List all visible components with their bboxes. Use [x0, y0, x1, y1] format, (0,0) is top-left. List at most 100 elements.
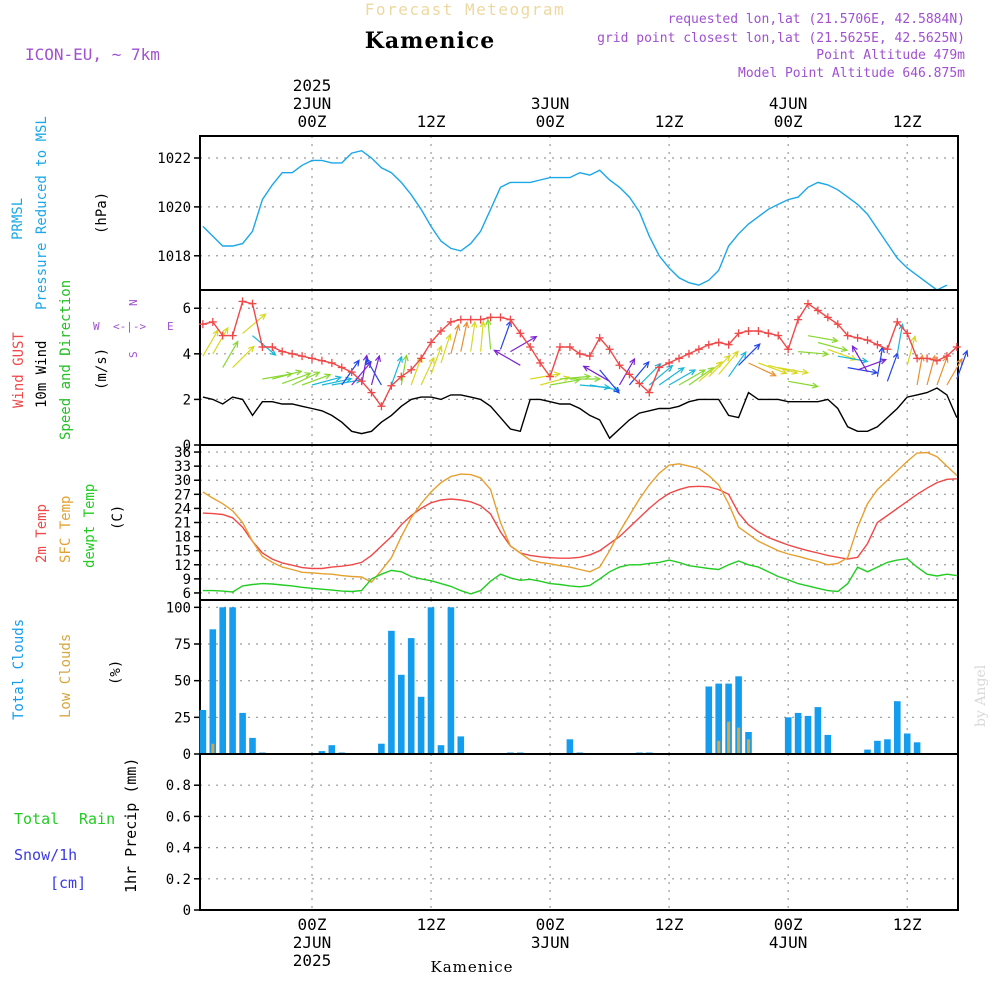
wind-dir-arrow: [351, 361, 372, 386]
wind-dir-arrowhead: [248, 345, 255, 353]
bottom-time-label: 2025: [293, 951, 332, 970]
wind-dir-arrow: [798, 351, 829, 355]
requested-coords: requested lon,lat (21.5706E, 42.5884N): [668, 12, 965, 27]
low-cloud-bar: [727, 721, 731, 754]
total-cloud-bar: [229, 607, 236, 754]
total-cloud-bar: [199, 710, 207, 754]
total-cloud-bar: [784, 717, 792, 754]
snow-legend: Snow/1h: [14, 846, 77, 864]
wind-dir-arrowhead: [445, 333, 452, 341]
wind-dir-arrow: [331, 379, 362, 386]
total-cloud-bar: [447, 607, 455, 754]
wind-dir-arrowhead: [553, 371, 562, 378]
wind-dir-arrowhead: [666, 364, 674, 372]
wind-dir-arrow: [242, 313, 266, 334]
y-tick-label: 0.4: [166, 841, 191, 857]
wind-dir-arrow: [321, 378, 352, 386]
total-cloud-bar: [388, 630, 395, 754]
total-cloud-bar: [378, 743, 385, 754]
top-time-label: 00Z: [298, 112, 327, 131]
rain-legend-rain: Rain: [79, 810, 115, 828]
wind-dir-arrow: [886, 352, 899, 382]
wind-dir-arrow: [480, 321, 484, 352]
wind-dir-arrow: [906, 336, 916, 366]
total-cloud-bar: [884, 739, 891, 754]
location-title: Kamenice: [365, 28, 495, 54]
wind-dir-arrowhead: [851, 345, 858, 353]
compass-w: W: [93, 320, 100, 333]
wind-dir-arrow: [807, 335, 838, 342]
wind-dir-arrow: [430, 345, 442, 375]
bottom-time-label: 4JUN: [769, 933, 808, 952]
product-title: Forecast Meteogram: [365, 0, 565, 19]
wind-dir-arrow: [956, 350, 968, 380]
panel-frame: [199, 599, 959, 755]
top-time-label: 2025: [293, 76, 332, 95]
y-tick-label: 0.6: [166, 809, 191, 825]
wind-dir-arrow: [212, 327, 229, 355]
compass-e: E: [167, 320, 174, 333]
wind-dir-arrowhead: [594, 375, 602, 383]
wind-dir-arrow: [390, 356, 403, 386]
y-tick-label: 0: [183, 747, 191, 763]
wind-dir-arrowhead: [780, 368, 788, 375]
wind-dir-arrow: [460, 322, 468, 352]
low-clouds-legend: Low Clouds: [58, 634, 74, 718]
y-tick-label: 2: [183, 392, 191, 408]
wind-dir-arrowhead: [769, 370, 777, 377]
wind-dir-arrow: [936, 356, 948, 386]
pressure-title-line2: Pressure Reduced to MSL: [34, 116, 50, 310]
y-tick-label: 12: [174, 558, 191, 574]
wind-dir-arrowhead: [629, 357, 636, 366]
wind-dir-arrow: [708, 355, 731, 378]
wind-dir-arrowhead: [879, 358, 888, 365]
top-time-label: 00Z: [536, 112, 565, 131]
low-cloud-bar: [717, 740, 721, 754]
footer-location: Kamenice: [431, 958, 514, 976]
total-cloud-bar: [824, 734, 832, 754]
wind-dir-arrow: [272, 370, 302, 380]
total-cloud-bar: [794, 712, 802, 754]
total-cloud-bar: [814, 707, 822, 754]
gust-legend: Wind GUST: [11, 332, 27, 408]
bottom-time-label: 00Z: [536, 915, 565, 934]
wind-dir-arrow: [688, 367, 714, 386]
wind-dir-arrow: [678, 369, 706, 386]
watermark: by Angel: [973, 664, 989, 727]
total-cloud-bar: [427, 607, 435, 754]
y-tick-label: 6: [183, 586, 191, 602]
total-cloud-bar: [407, 638, 415, 754]
wind-dir-arrow: [589, 384, 620, 391]
sfc-temp-line: [202, 451, 958, 584]
wind-dir-arrow: [450, 324, 460, 355]
wind-dir-arrowhead: [677, 366, 685, 374]
wind-legend: 10m Wind: [34, 341, 50, 408]
wind-dir-arrow: [494, 349, 521, 366]
wind-dir-arrow: [232, 345, 255, 369]
cloud-unit: (%): [108, 660, 124, 685]
wind-dir-arrow: [202, 329, 219, 357]
panel-frame: [199, 135, 959, 291]
total-cloud-bar: [318, 751, 326, 754]
y-tick-label: 36: [174, 445, 191, 461]
compass-arrows: <-|->: [113, 320, 146, 333]
pressure-unit: (hPa): [94, 192, 110, 234]
wind-dir-arrowhead: [304, 372, 312, 379]
wind-dir-arrowhead: [724, 354, 731, 362]
rain-legend-total: Total: [14, 810, 59, 828]
wind-dir-arrowhead: [861, 357, 869, 364]
wind-dir-arrow: [718, 351, 739, 375]
y-tick-label: 21: [174, 516, 191, 532]
wind-dir-arrow: [281, 372, 311, 385]
precip-unit: 1hr Precip (mm): [122, 758, 140, 893]
wind-dir-arrowhead: [402, 354, 409, 362]
y-tick-label: 27: [174, 487, 191, 503]
wind-dir-arrowhead: [222, 326, 229, 334]
wind-dir-arrow: [510, 336, 537, 353]
wind-dir-arrow: [583, 365, 610, 382]
total-cloud-bar: [903, 733, 911, 754]
wind-dir-arrowhead: [689, 369, 697, 376]
total-cloud-bar: [913, 742, 921, 754]
panel-frame: [199, 753, 959, 911]
wind-line: [202, 387, 958, 440]
